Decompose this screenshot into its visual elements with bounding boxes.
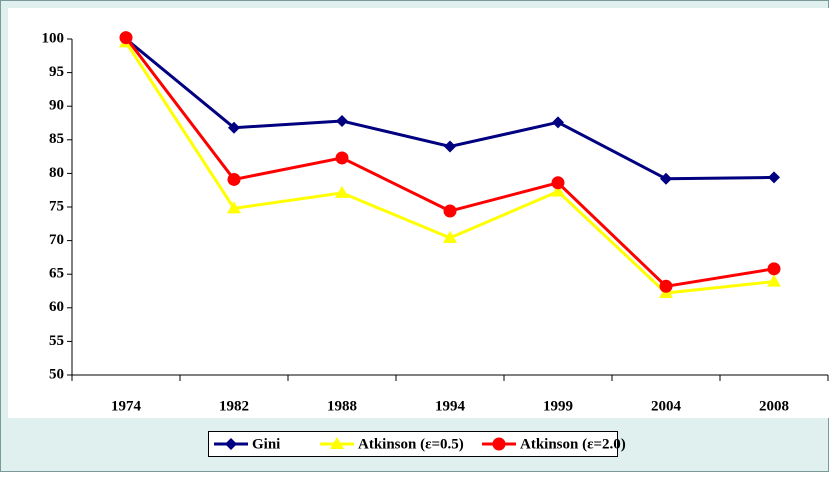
marker xyxy=(119,31,133,45)
marker xyxy=(335,151,349,165)
x-tick-label: 1999 xyxy=(543,398,573,414)
y-tick-label: 85 xyxy=(49,131,64,147)
y-tick-label: 50 xyxy=(49,366,64,382)
y-tick-label: 100 xyxy=(42,30,65,46)
marker xyxy=(330,437,344,449)
marker xyxy=(443,230,457,243)
marker xyxy=(444,140,456,153)
marker xyxy=(767,262,781,276)
legend-label: Atkinson (ε=0.5) xyxy=(358,436,464,452)
marker xyxy=(492,437,506,451)
legend-label: Gini xyxy=(252,436,280,452)
marker xyxy=(768,171,780,184)
marker xyxy=(227,172,241,186)
y-tick-label: 90 xyxy=(49,98,64,114)
marker xyxy=(227,201,241,214)
x-tick-label: 2008 xyxy=(759,398,789,414)
x-tick-label: 1994 xyxy=(435,398,466,414)
marker xyxy=(336,114,348,127)
marker xyxy=(551,176,565,190)
legend-label: Atkinson (ε=2.0) xyxy=(520,436,626,452)
y-tick-label: 95 xyxy=(49,64,64,80)
y-tick-label: 60 xyxy=(49,299,64,315)
x-tick-label: 1982 xyxy=(219,398,249,414)
marker xyxy=(659,279,673,293)
marker xyxy=(767,274,781,287)
marker xyxy=(225,438,237,450)
legend-box xyxy=(208,431,618,457)
marker xyxy=(335,185,349,198)
y-tick-label: 75 xyxy=(49,198,64,214)
x-tick-label: 1974 xyxy=(111,398,142,414)
marker xyxy=(443,204,457,218)
y-tick-label: 65 xyxy=(49,266,64,282)
plot-background xyxy=(8,8,829,418)
marker xyxy=(660,172,672,185)
y-tick-label: 70 xyxy=(49,232,64,248)
x-tick-label: 1988 xyxy=(327,398,357,414)
marker xyxy=(551,184,565,197)
marker xyxy=(228,121,240,134)
y-tick-label: 80 xyxy=(49,165,64,181)
marker xyxy=(552,116,564,129)
x-tick-label: 2004 xyxy=(651,398,682,414)
y-tick-label: 55 xyxy=(49,333,64,349)
